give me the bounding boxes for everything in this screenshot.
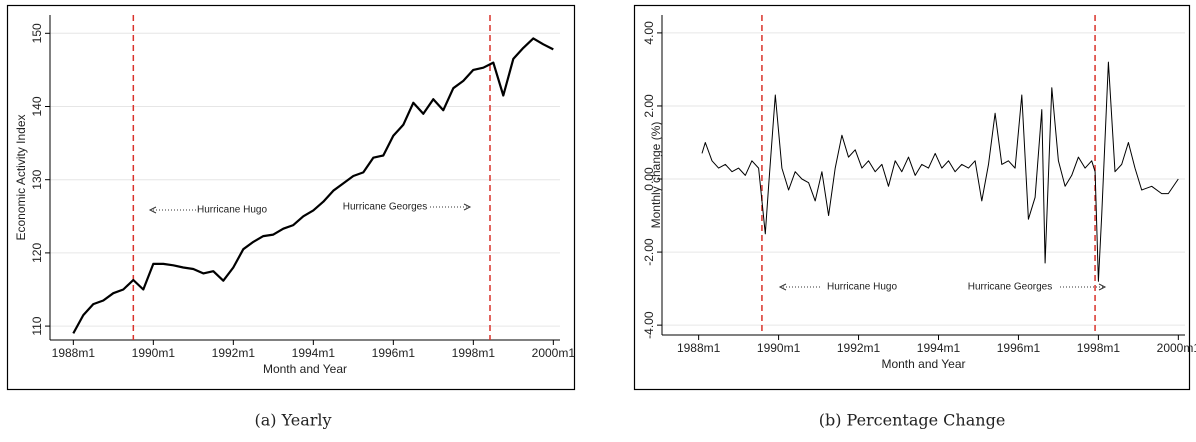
x-tick-label: 1988m1: [677, 341, 721, 355]
arrow-head: [148, 206, 157, 214]
panel-frame: [633, 4, 1191, 391]
arrow-head: [1098, 283, 1107, 291]
y-tick-label: 2.00: [642, 94, 656, 118]
x-tick-label: 2000m1: [1157, 341, 1196, 355]
x-tick-label: 2000m1: [532, 346, 576, 360]
x-tick-label: 1998m1: [1077, 341, 1121, 355]
x-axis-title: Month and Year: [881, 357, 965, 371]
y-tick-label: -4.00: [642, 311, 656, 339]
annotation: Hurricane Hugo: [197, 205, 267, 216]
x-tick-label: 1988m1: [52, 346, 96, 360]
x-axis-title: Month and Year: [263, 362, 347, 376]
x-tick-label: 1990m1: [757, 341, 801, 355]
y-axis-title: Monthly change (%): [649, 122, 663, 229]
arrow-head: [463, 203, 472, 211]
x-tick-label: 1994m1: [292, 346, 336, 360]
x-tick-label: 1992m1: [212, 346, 256, 360]
y-tick-label: -2.00: [642, 238, 656, 266]
x-tick-label: 1990m1: [132, 346, 176, 360]
x-tick-label: 1994m1: [917, 341, 961, 355]
panel-frame: [6, 4, 576, 391]
x-tick-label: 1992m1: [837, 341, 881, 355]
y-tick-label: 4.00: [642, 21, 656, 45]
y-tick-label: 150: [30, 23, 44, 43]
x-tick-label: 1998m1: [452, 346, 496, 360]
annotation: Hurricane Georges: [343, 202, 427, 213]
y-tick-label: 0.00: [642, 167, 656, 191]
y-axis-title: Economic Activity Index: [14, 114, 28, 240]
caption: (a) Yearly: [254, 411, 331, 430]
y-tick-label: 140: [30, 96, 44, 116]
annotation: Hurricane Hugo: [827, 282, 897, 293]
x-tick-label: 1996m1: [997, 341, 1041, 355]
y-tick-label: 130: [30, 169, 44, 189]
caption: (b) Percentage Change: [819, 411, 1006, 430]
arrow-head: [778, 283, 787, 291]
annotation: Hurricane Georges: [968, 282, 1052, 293]
y-tick-label: 120: [30, 243, 44, 263]
y-tick-label: 110: [30, 316, 44, 335]
data-line: [72, 37, 554, 334]
data-line: [701, 61, 1179, 282]
x-tick-label: 1996m1: [372, 346, 416, 360]
